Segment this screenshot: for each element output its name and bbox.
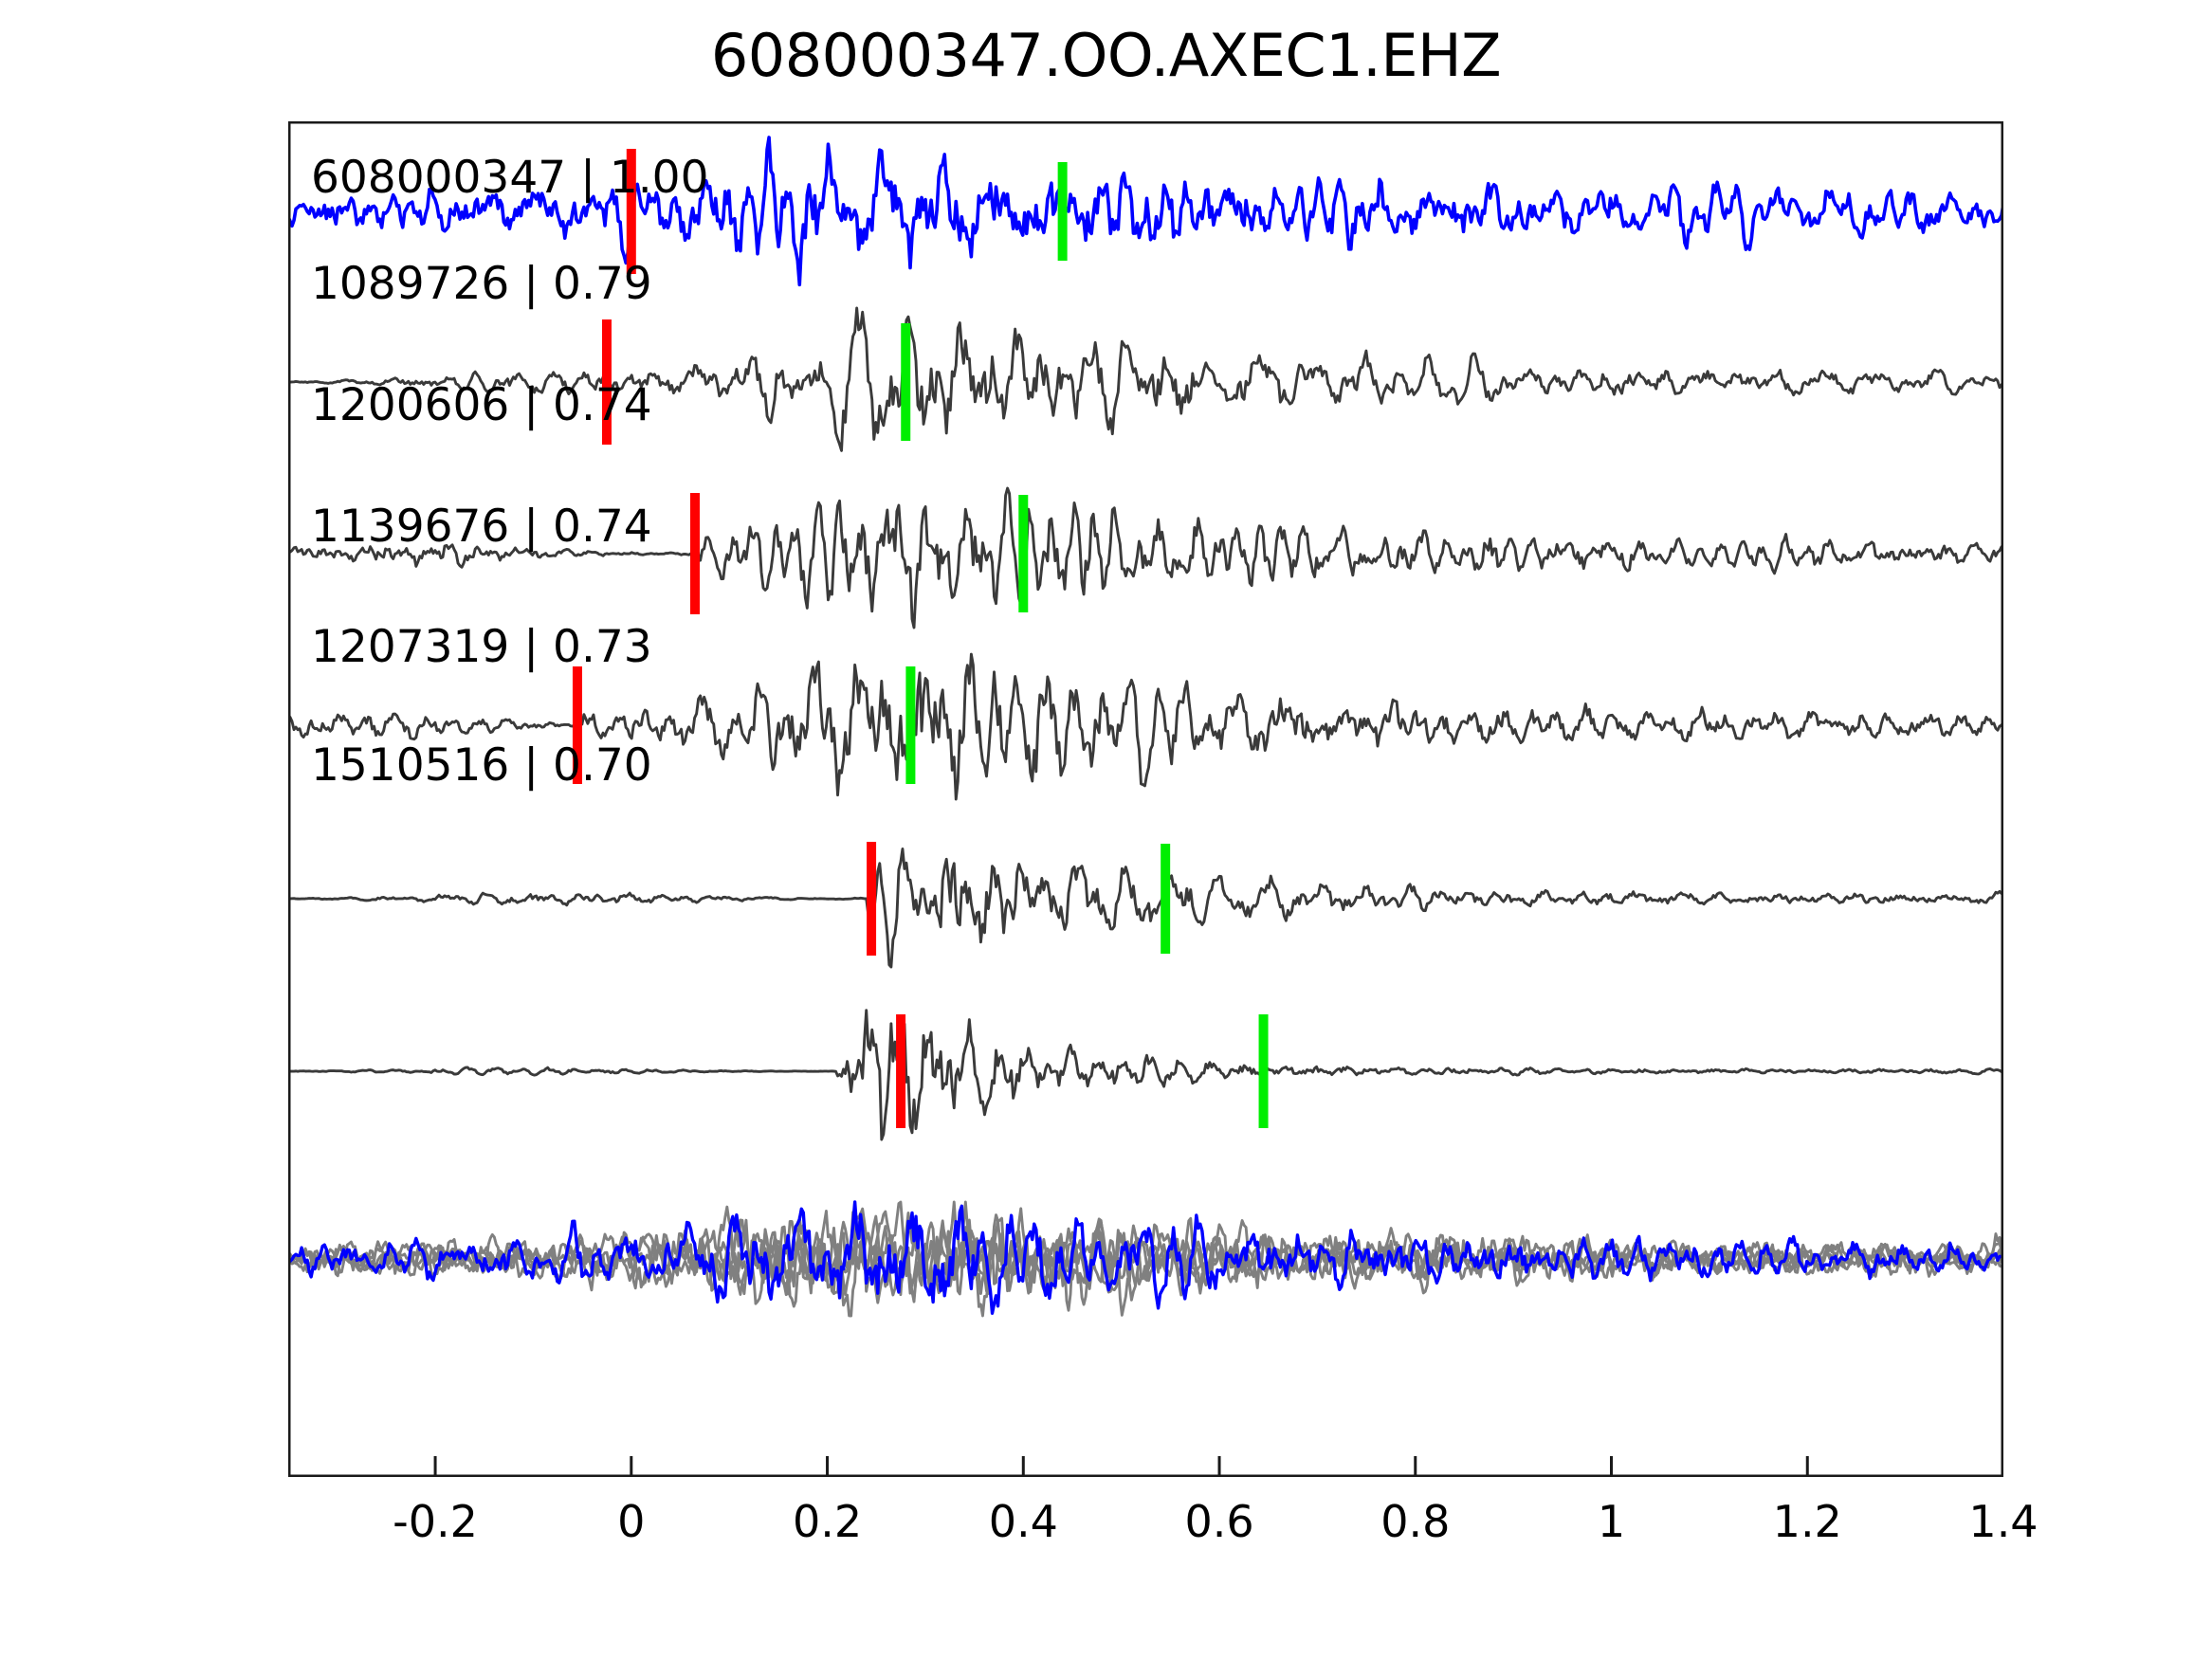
s-pick-marker [905,666,916,784]
x-axis-ticks [433,1456,2003,1476]
trace-label: 1089726 | 0.79 [311,258,652,310]
x-tick-label: 0.8 [1380,1496,1451,1547]
plot-frame [288,121,2003,1477]
trace-label: 1510516 | 0.70 [311,739,652,792]
x-tick-label: 0.4 [988,1496,1058,1547]
stack-trace [288,1205,2003,1318]
p-pick-marker [896,1014,906,1128]
p-pick-marker [601,319,612,445]
pick-markers-group [572,149,1269,1128]
p-pick-marker [867,842,877,956]
waveform-trace [288,1009,2003,1141]
x-tick-label: 0 [617,1496,646,1547]
s-pick-marker [1258,1014,1269,1128]
s-pick-marker [1018,495,1029,612]
waveform-plot-svg [288,121,2003,1477]
s-pick-marker [1057,162,1068,261]
waveform-trace [288,486,2003,629]
p-pick-marker [572,666,582,784]
trace-label: 1200606 | 0.74 [311,379,652,431]
page-title: 608000347.OO.AXEC1.EHZ [710,21,1502,90]
stack-template-trace [288,1200,2003,1315]
x-tick-label: 0.6 [1184,1496,1254,1547]
trace-label: 1139676 | 0.74 [311,501,652,553]
x-axis-tick-labels: -0.2 0 0.2 0.4 0.6 0.8 1 1.2 1.4 [288,1496,2038,1562]
p-pick-marker [689,493,700,614]
x-tick-label: 1 [1597,1496,1626,1547]
plot-area [288,121,2003,1477]
waveform-trace [288,136,2003,287]
waveform-traces-group [288,136,2003,1318]
x-tick-label: -0.2 [393,1496,478,1547]
trace-label: 608000347 | 1.00 [311,152,709,204]
waveform-trace [288,847,2003,969]
x-tick-label: 1.4 [1968,1496,2038,1547]
x-tick-label: 0.2 [792,1496,863,1547]
p-pick-marker [626,149,636,274]
x-tick-label: 1.2 [1772,1496,1842,1547]
s-pick-marker [901,323,911,441]
trace-label: 1207319 | 0.73 [311,621,652,673]
s-pick-marker [1161,844,1171,954]
waveform-trace [288,306,2003,452]
